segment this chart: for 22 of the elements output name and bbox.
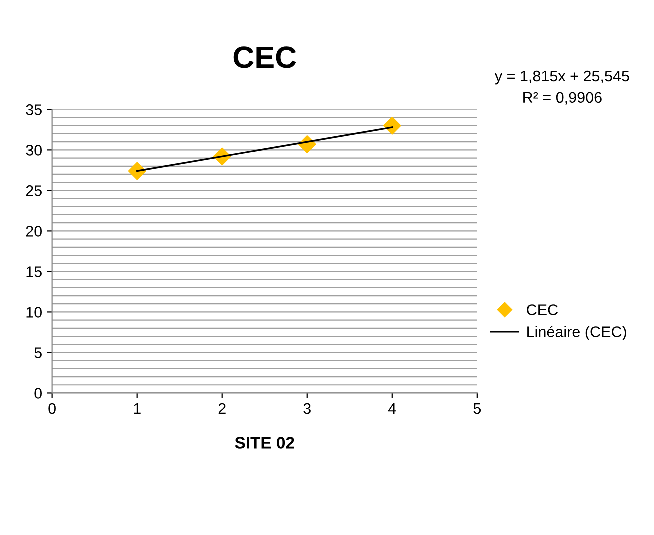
x-tick-label: 5 [474,404,482,414]
legend-label: Linéaire (CEC) [528,326,626,340]
x-tick-label: 2 [218,403,226,414]
y-tick-label: 20 [26,226,42,237]
legend-label: CEC [527,304,558,316]
point [128,162,146,180]
x-tick-label: 4 [388,404,396,414]
y-tick-label: 30 [26,145,42,156]
point [383,116,402,135]
y-tick-label: 25 [26,186,42,196]
y-tick-label: 35 [26,104,42,116]
x-tick-label: 0 [48,403,56,414]
y-tick-label: 5 [34,348,42,358]
x-axis-title: SITE 02 [235,437,294,449]
x-tick-label: 1 [134,404,141,414]
y-tick-label: 15 [26,266,42,278]
chart-title: CEC [234,46,296,68]
text: R² = 0,9906 [524,92,602,105]
text: y = 1,815x + 25,545 [494,70,630,85]
y-tick-label: 0 [34,388,42,399]
y-tick-label: 10 [26,307,42,318]
x-tick-label: 3 [304,403,311,414]
